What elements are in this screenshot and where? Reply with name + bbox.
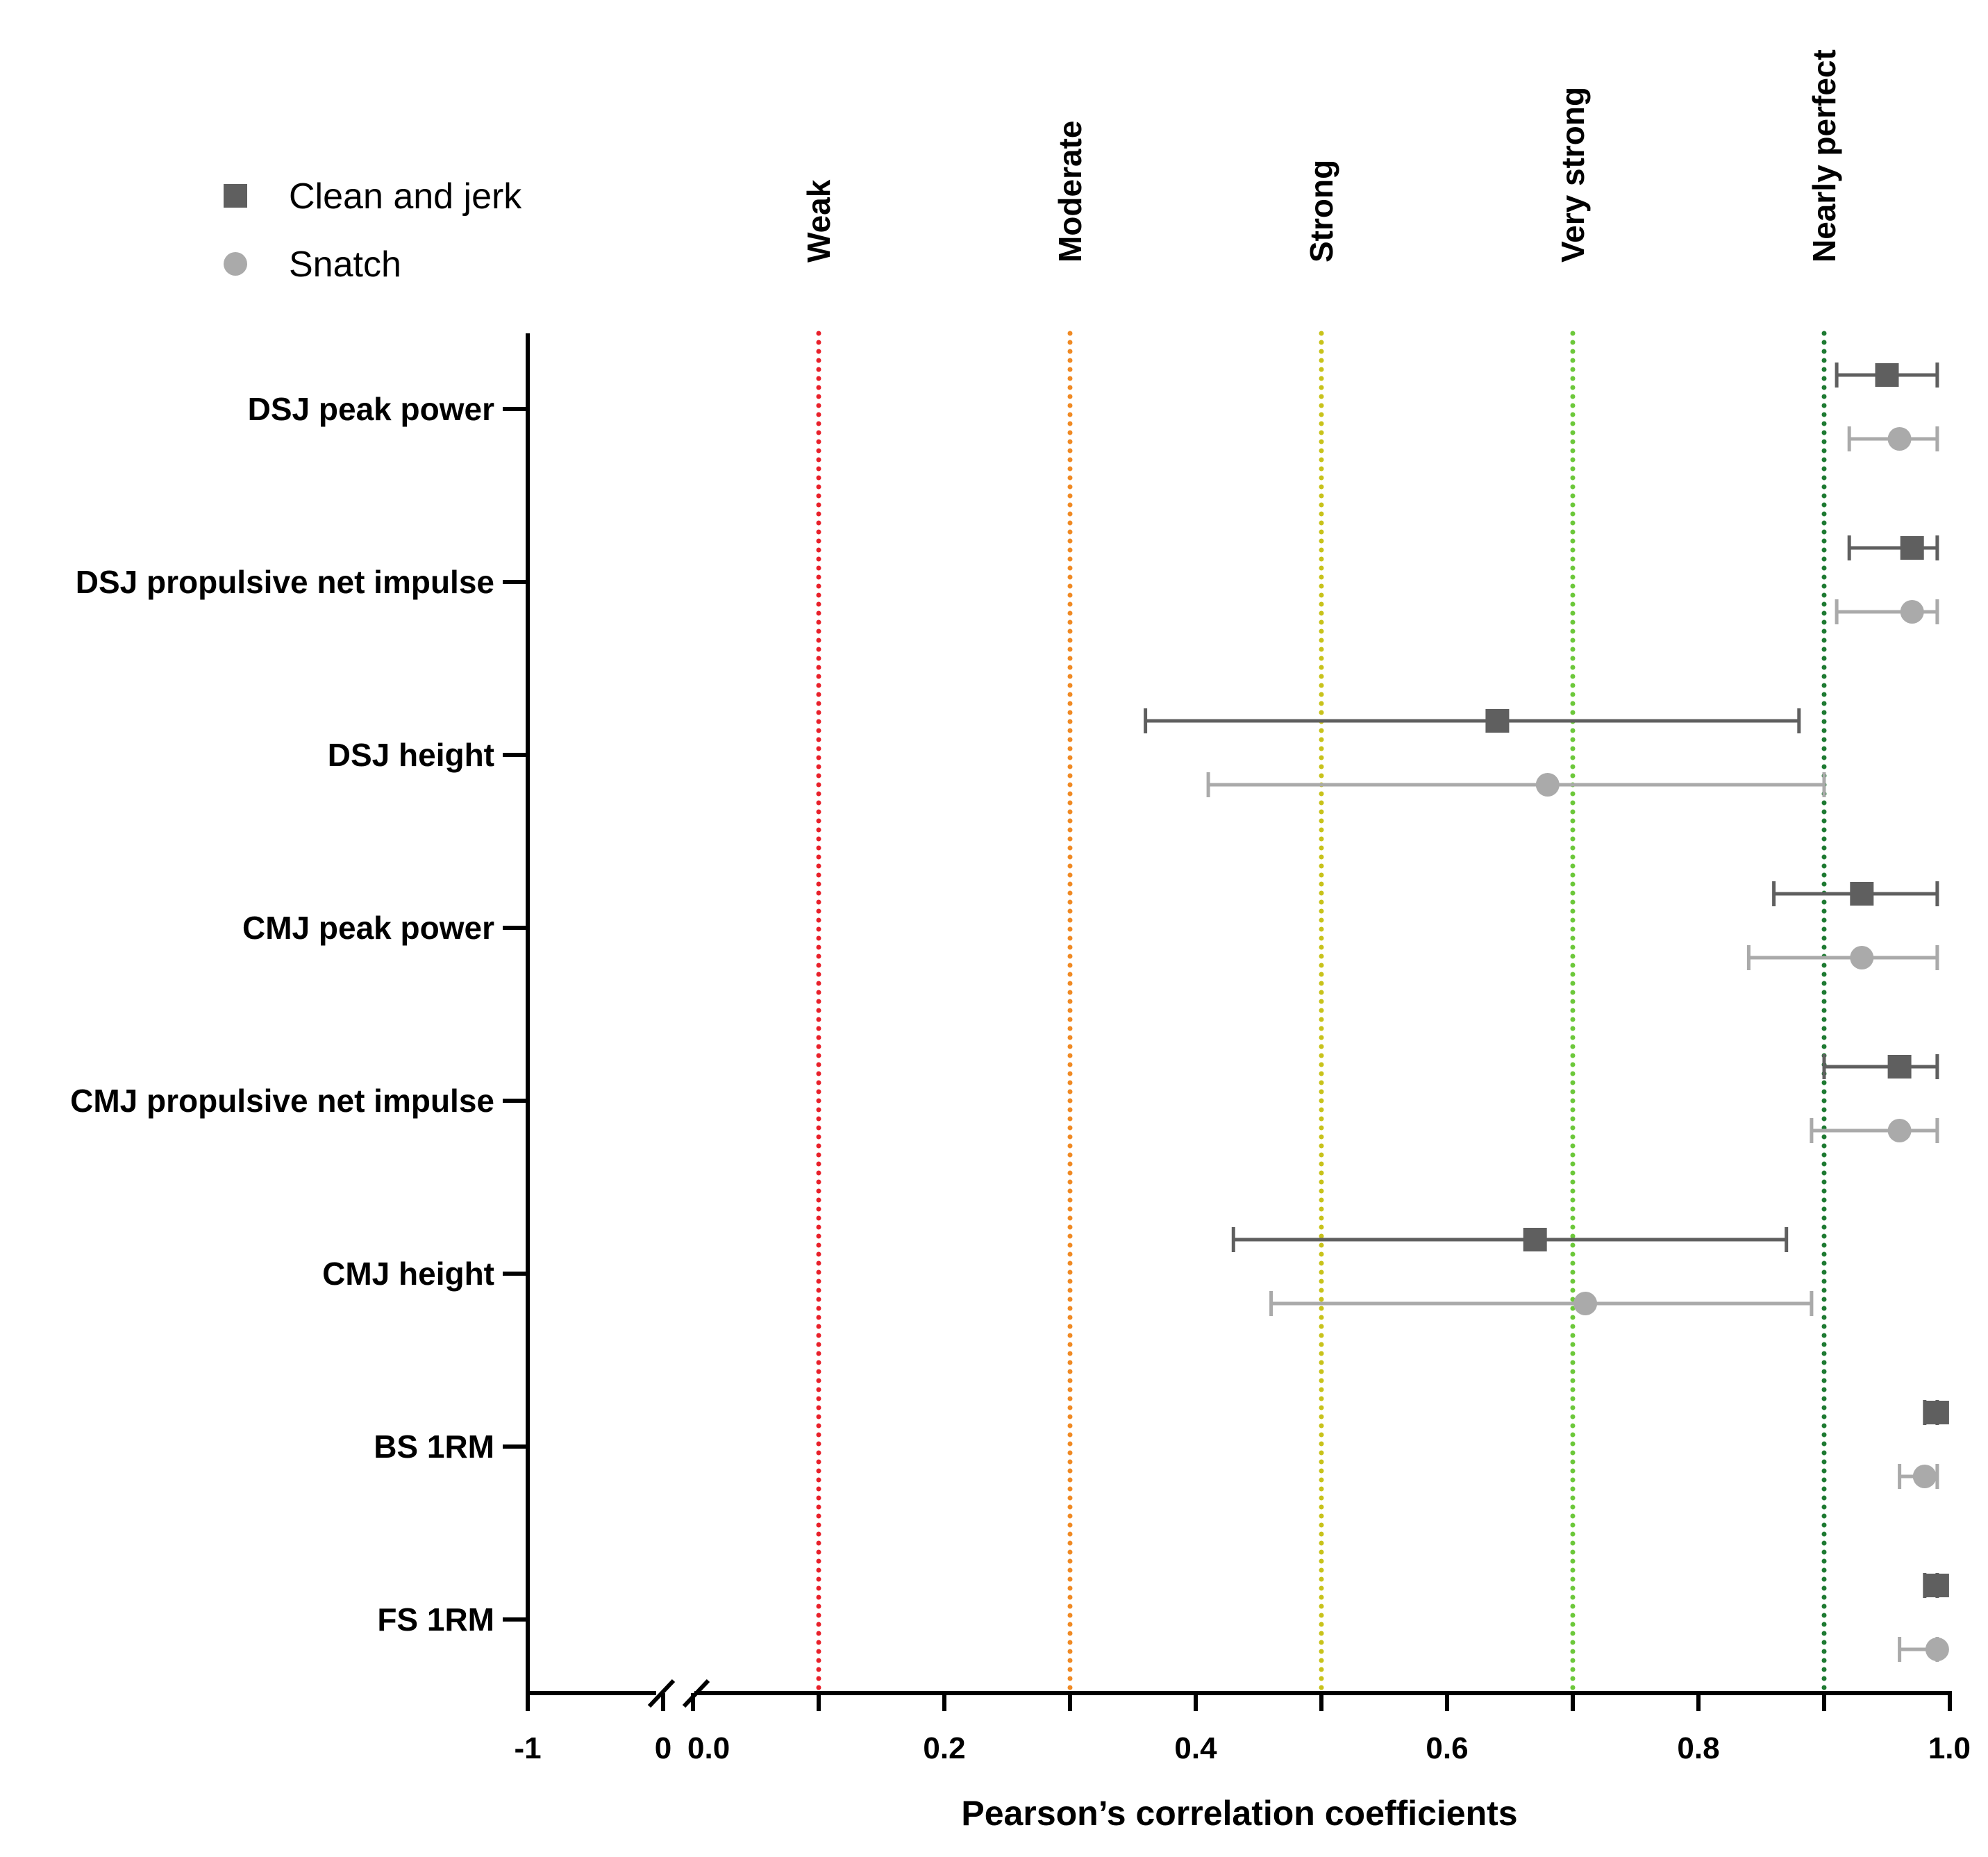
clean-and-jerk-point: [1887, 1055, 1912, 1079]
axis-break-mark: [682, 1679, 710, 1708]
x-tick-label: -1: [514, 1731, 541, 1765]
snatch-point: [1573, 1292, 1598, 1315]
legend-circle-icon: [224, 252, 247, 276]
clean-and-jerk-point: [1523, 1228, 1547, 1251]
snatch-point: [1900, 600, 1924, 624]
snatch-point: [1925, 1638, 1949, 1661]
x-tick-label: 0.4: [1174, 1731, 1217, 1765]
snatch-point: [1912, 1465, 1937, 1488]
legend-label: Snatch: [289, 244, 401, 285]
clean-and-jerk-point: [1900, 536, 1924, 560]
snatch-point: [1887, 427, 1912, 451]
threshold-label: Very strong: [1555, 87, 1591, 263]
snatch-point: [1850, 946, 1874, 969]
x-tick-label: 0.8: [1677, 1731, 1719, 1765]
category-label: DSJ propulsive net impulse: [76, 564, 494, 600]
threshold-label: Nearly perfect: [1806, 49, 1842, 263]
x-axis-title: Pearson’s correlation coefficients: [961, 1794, 1517, 1833]
x-tick-label: 1.0: [1928, 1731, 1971, 1765]
clean-and-jerk-point: [1485, 709, 1510, 733]
category-label: CMJ height: [322, 1256, 494, 1292]
threshold-lines: Weak Moderate Strong Very strong Nearly perf…: [801, 49, 1842, 1696]
x-tick-label: 0.0: [687, 1731, 730, 1765]
clean-and-jerk-point: [1925, 1401, 1949, 1424]
legend: Clean and jerk Snatch: [224, 176, 522, 285]
snatch-point: [1887, 1119, 1912, 1142]
confidence-intervals: [1144, 363, 1949, 1662]
x-tick-label: 0: [655, 1731, 671, 1765]
legend-label: Clean and jerk: [289, 176, 522, 217]
category-label: DSJ peak power: [248, 391, 494, 427]
category-label: CMJ propulsive net impulse: [70, 1083, 494, 1119]
snatch-point: [1535, 773, 1560, 797]
threshold-label: Moderate: [1052, 121, 1088, 263]
clean-and-jerk-point: [1875, 363, 1899, 387]
clean-and-jerk-point: [1925, 1574, 1949, 1597]
threshold-label: Strong: [1303, 160, 1339, 263]
legend-square-icon: [224, 184, 247, 208]
category-label: FS 1RM: [377, 1601, 494, 1638]
clean-and-jerk-point: [1850, 882, 1874, 906]
x-tick-label: 0.6: [1426, 1731, 1468, 1765]
axes: -1 0 0.0 0.2 0.4 0.6 0.8 1.0 Pearson’s correlati…: [70, 333, 1971, 1833]
category-label: BS 1RM: [374, 1429, 494, 1465]
x-tick-label: 0.2: [923, 1731, 965, 1765]
category-label: DSJ height: [328, 737, 494, 773]
threshold-label: Weak: [801, 179, 837, 263]
category-label: CMJ peak power: [242, 910, 494, 946]
